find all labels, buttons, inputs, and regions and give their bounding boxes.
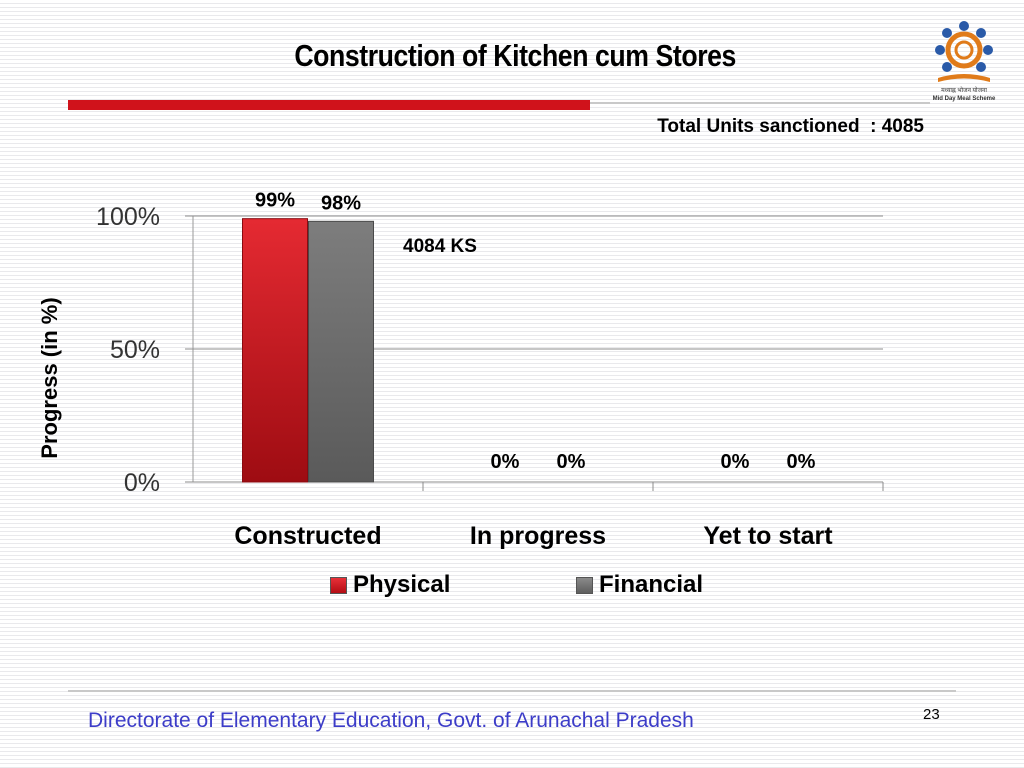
- legend-item-physical: Physical: [330, 571, 450, 599]
- footer-rule: [68, 690, 956, 692]
- chart-annotation: 4084 KS: [403, 236, 477, 257]
- legend-label-physical: Physical: [353, 571, 451, 598]
- legend-swatch-physical: [330, 576, 347, 594]
- mid-day-meal-logo: मध्याह्न भोजन योजना Mid Day Meal Scheme: [933, 21, 996, 102]
- bar-physical-constructed: [242, 218, 308, 483]
- bar-financial-constructed: [308, 220, 374, 483]
- title-red-rule: [68, 100, 590, 110]
- data-label: 0%: [721, 451, 750, 473]
- y-tick-label: 50%: [110, 336, 160, 364]
- y-axis-label: Progress (in %): [37, 297, 62, 458]
- slide-title: Construction of Kitchen cum Stores: [294, 38, 736, 73]
- svg-text:Mid Day Meal Scheme: Mid Day Meal Scheme: [933, 96, 996, 102]
- legend-swatch-financial: [576, 576, 593, 594]
- logo-ring-icon: [935, 21, 993, 82]
- footer-text: Directorate of Elementary Education, Gov…: [88, 709, 694, 732]
- page-number: 23: [923, 706, 940, 723]
- legend-label-financial: Financial: [599, 571, 704, 598]
- y-tick-label: 100%: [96, 203, 160, 231]
- data-label: 0%: [787, 451, 816, 473]
- chart-legend: Physical Financial: [0, 571, 1024, 601]
- data-label: 98%: [321, 192, 361, 214]
- data-label: 0%: [557, 451, 586, 473]
- y-tick-label: 0%: [124, 469, 160, 497]
- x-tick-label: Constructed: [234, 522, 381, 550]
- x-tick-label: In progress: [470, 522, 606, 550]
- legend-item-financial: Financial: [576, 571, 703, 599]
- title-gray-rule: [590, 102, 930, 104]
- svg-text:मध्याह्न भोजन योजना: मध्याह्न भोजन योजना: [941, 86, 987, 94]
- total-units-label: Total Units sanctioned : 4085: [657, 116, 924, 137]
- data-label: 99%: [255, 190, 295, 212]
- x-tick-label: Yet to start: [703, 522, 833, 550]
- data-label: 0%: [491, 451, 520, 473]
